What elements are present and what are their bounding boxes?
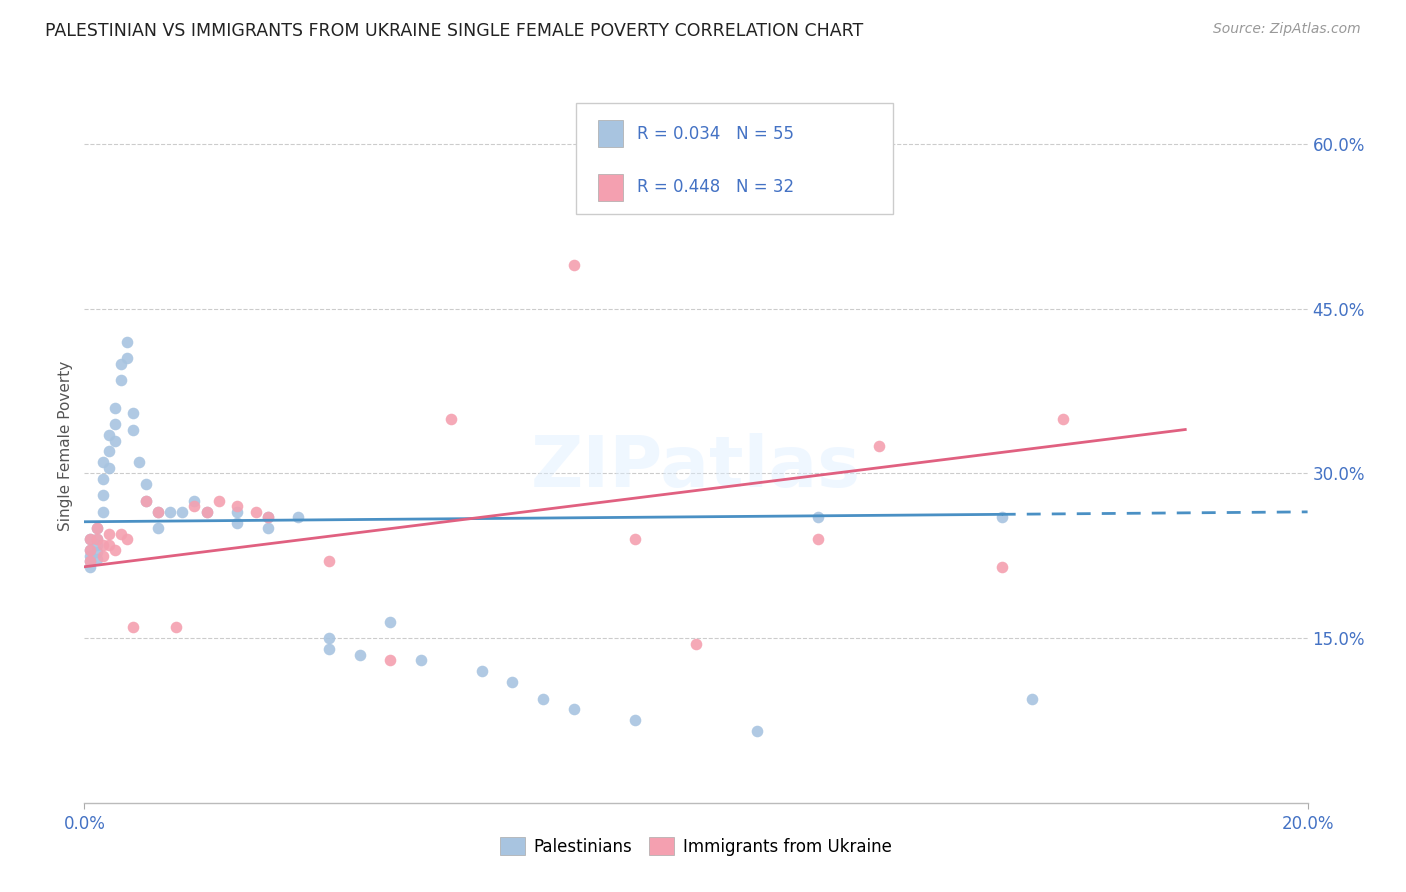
Point [440,411,463,425]
Text: ZIPatlas: ZIPatlas [531,433,860,502]
Point [807,533,830,547]
Point [146,521,169,535]
Point [257,521,280,535]
Point [183,494,205,508]
Point [86,521,108,535]
Point [97,428,120,442]
Point [226,505,249,519]
Point [97,444,120,458]
Point [287,510,309,524]
Point [97,461,120,475]
Point [380,615,402,629]
Point [195,505,218,519]
Point [86,538,108,552]
Point [208,494,231,508]
Point [110,357,132,371]
Point [257,510,280,524]
Point [318,554,340,568]
Point [104,401,127,415]
Point [1052,411,1074,425]
Point [86,533,108,547]
Point [1021,691,1043,706]
Point [747,724,769,739]
Point [245,505,267,519]
Text: Source: ZipAtlas.com: Source: ZipAtlas.com [1213,22,1361,37]
Point [79,543,101,558]
Point [115,351,138,366]
Point [86,552,108,566]
Point [172,505,194,519]
Text: R = 0.448   N = 32: R = 0.448 N = 32 [637,178,794,196]
Point [110,526,132,541]
Point [562,702,585,716]
Point [115,533,138,547]
Point [135,494,157,508]
Point [991,559,1014,574]
Text: R = 0.034   N = 55: R = 0.034 N = 55 [637,125,794,143]
Point [135,494,157,508]
Point [471,664,494,678]
Point [91,505,114,519]
Point [531,691,554,706]
Point [409,653,432,667]
Point [869,439,891,453]
Point [79,549,101,563]
Point [91,538,114,552]
Point [502,675,524,690]
Point [807,510,830,524]
Point [226,516,249,530]
Point [165,620,187,634]
Point [110,373,132,387]
Point [146,505,169,519]
Point [86,521,108,535]
Point [135,477,157,491]
Point [115,334,138,349]
Point [79,554,101,568]
Point [122,620,145,634]
Point [991,510,1014,524]
Point [86,533,108,547]
Legend: Palestinians, Immigrants from Ukraine: Palestinians, Immigrants from Ukraine [494,830,898,863]
Point [624,533,647,547]
Point [562,258,585,272]
Point [226,500,249,514]
Point [86,545,108,559]
Point [685,637,707,651]
Point [79,559,101,574]
Point [122,423,145,437]
Point [183,500,205,514]
Point [79,533,101,547]
Point [91,549,114,563]
Point [380,653,402,667]
Point [104,417,127,431]
Point [91,472,114,486]
Point [685,192,707,206]
Point [195,505,218,519]
Y-axis label: Single Female Poverty: Single Female Poverty [58,361,73,531]
Point [104,543,127,558]
Point [318,631,340,645]
Point [104,434,127,448]
Point [624,714,647,728]
Point [79,543,101,558]
Point [122,406,145,420]
Point [349,648,371,662]
Point [91,488,114,502]
Point [97,526,120,541]
Point [79,554,101,568]
Text: PALESTINIAN VS IMMIGRANTS FROM UKRAINE SINGLE FEMALE POVERTY CORRELATION CHART: PALESTINIAN VS IMMIGRANTS FROM UKRAINE S… [45,22,863,40]
Point [91,455,114,469]
Point [159,505,181,519]
Point [146,505,169,519]
Point [79,533,101,547]
Point [128,455,150,469]
Point [318,642,340,657]
Point [257,510,280,524]
Point [97,538,120,552]
